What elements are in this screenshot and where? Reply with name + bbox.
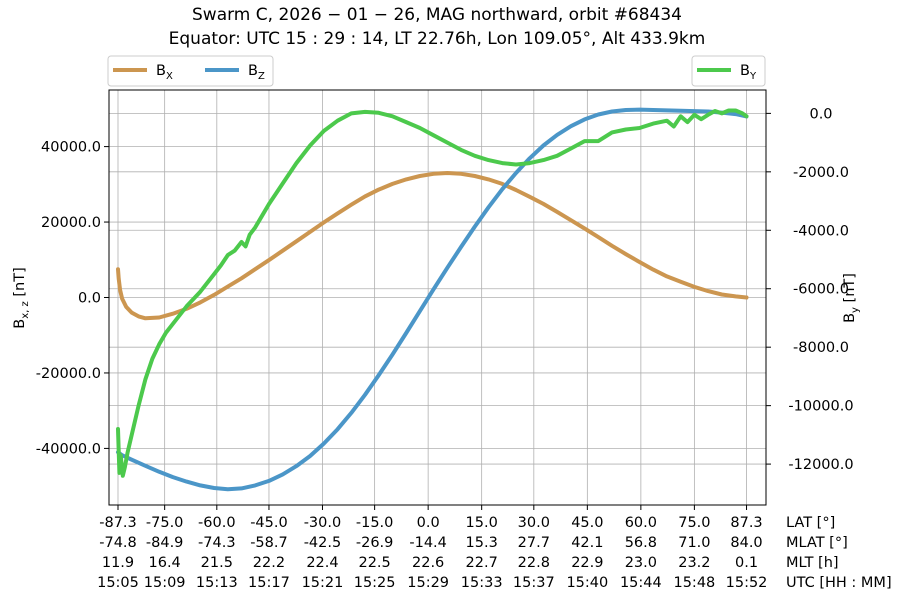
x-row-1-value-12: 84.0 (730, 535, 762, 551)
x-row-0-value-10: 60.0 (625, 515, 657, 531)
x-axis: -87.3 -75.0 -60.0 -45.0 -30.0 -15.0 0.0 15.0 30.… (97, 505, 892, 591)
right-tick-label-4: -4000.0 (793, 223, 849, 239)
x-row-1-value-2: -74.3 (198, 535, 236, 551)
legend-left-frame (107, 55, 274, 87)
right-axis-label: By [nT] (842, 273, 861, 323)
x-row-3-value-2: 15:13 (196, 575, 238, 591)
right-tick-label-1: -10000.0 (788, 399, 853, 415)
x-row-1-value-4: -42.5 (304, 535, 342, 551)
left-axis: -40000.0 -20000.0 0.0 20000.0 40000.0 (36, 140, 109, 457)
right-tick-label-2: -8000.0 (793, 340, 849, 356)
x-row-3-value-3: 15:17 (248, 575, 290, 591)
x-row-0-value-3: -45.0 (250, 515, 288, 531)
series-layer (116, 107, 749, 492)
series-line-bz (116, 107, 749, 492)
right-axis: -12000.0 -10000.0 -8000.0 -6000.0 -4000.0 -20… (766, 106, 854, 473)
x-row-1-value-11: 71.0 (678, 535, 710, 551)
x-row-0-value-1: -75.0 (146, 515, 184, 531)
x-row-2-value-11: 23.2 (678, 555, 710, 571)
x-row-1-value-7: 15.3 (466, 535, 498, 551)
x-row-label-1: MLAT [°] (786, 535, 848, 551)
left-tick-label-3: 20000.0 (41, 215, 101, 231)
x-row-label-3: UTC [HH : MM] (786, 575, 892, 591)
x-row-3-value-11: 15:48 (673, 575, 715, 591)
x-row-3-value-1: 15:09 (144, 575, 186, 591)
x-row-3-value-6: 15:29 (407, 575, 449, 591)
x-row-2-value-4: 22.4 (306, 555, 338, 571)
x-row-0-value-6: 0.0 (417, 515, 440, 531)
x-row-3-value-4: 15:21 (302, 575, 344, 591)
left-tick-label-4: 40000.0 (41, 140, 101, 156)
x-row-2-value-8: 22.8 (518, 555, 550, 571)
x-row-3-value-8: 15:37 (513, 575, 555, 591)
x-row-3-value-10: 15:44 (620, 575, 662, 591)
x-row-3-value-5: 15:25 (354, 575, 396, 591)
x-row-2-value-5: 22.5 (358, 555, 390, 571)
x-row-2-value-6: 22.6 (412, 555, 444, 571)
legend-label-bx: BX (156, 63, 173, 82)
right-tick-label-5: -2000.0 (793, 165, 849, 181)
x-row-3-value-7: 15:33 (461, 575, 503, 591)
x-row-label-0: LAT [°] (786, 515, 835, 531)
x-row-2-value-12: 0.1 (735, 555, 758, 571)
x-row-0-value-8: 30.0 (518, 515, 550, 531)
legend-label-bz: BZ (248, 63, 265, 82)
chart-subtitle: Equator: UTC 15 : 29 : 14, LT 22.76h, Lo… (169, 29, 706, 49)
x-row-label-2: MLT [h] (786, 555, 839, 571)
x-row-1-value-10: 56.8 (625, 535, 657, 551)
x-row-2-value-10: 23.0 (625, 555, 657, 571)
x-row-0-value-0: -87.3 (99, 515, 137, 531)
legend-label-by: BY (740, 63, 757, 82)
x-row-0-value-4: -30.0 (304, 515, 342, 531)
x-row-1-value-9: 42.1 (571, 535, 603, 551)
x-row-0-value-5: -15.0 (356, 515, 394, 531)
x-row-1-value-8: 27.7 (518, 535, 550, 551)
left-axis-label: Bx, z [nT] (12, 267, 31, 328)
x-row-3-value-12: 15:52 (726, 575, 768, 591)
x-row-0-value-9: 45.0 (571, 515, 603, 531)
x-row-1-value-5: -26.9 (356, 535, 394, 551)
x-row-2-value-1: 16.4 (149, 555, 181, 571)
series-line-bx (116, 171, 749, 321)
x-row-1-value-6: -14.4 (409, 535, 447, 551)
x-row-0-value-12: 87.3 (730, 515, 762, 531)
left-tick-label-1: -20000.0 (36, 366, 101, 382)
legend-left: BX BZ (107, 55, 274, 87)
left-tick-label-2: 0.0 (78, 291, 101, 307)
x-row-1-value-0: -74.8 (99, 535, 137, 551)
x-row-0-value-11: 75.0 (678, 515, 710, 531)
x-row-1-value-1: -84.9 (146, 535, 184, 551)
x-row-1-value-3: -58.7 (250, 535, 288, 551)
chart-title: Swarm C, 2026 − 01 − 26, MAG northward, … (192, 5, 682, 25)
x-row-2-value-2: 21.5 (201, 555, 233, 571)
x-row-3-value-0: 15:05 (97, 575, 139, 591)
right-tick-label-3: -6000.0 (793, 282, 849, 298)
right-tick-label-6: 0.0 (809, 106, 832, 122)
x-row-2-value-0: 11.9 (102, 555, 134, 571)
x-row-2-value-9: 22.9 (571, 555, 603, 571)
x-row-3-value-9: 15:40 (566, 575, 608, 591)
left-tick-label-0: -40000.0 (36, 441, 101, 457)
right-tick-label-0: -12000.0 (788, 457, 853, 473)
x-row-0-value-2: -60.0 (198, 515, 236, 531)
legend-right: BY (691, 55, 766, 87)
x-row-2-value-3: 22.2 (253, 555, 285, 571)
x-row-2-value-7: 22.7 (466, 555, 498, 571)
series-line-by (116, 108, 749, 478)
x-row-0-value-7: 15.0 (466, 515, 498, 531)
